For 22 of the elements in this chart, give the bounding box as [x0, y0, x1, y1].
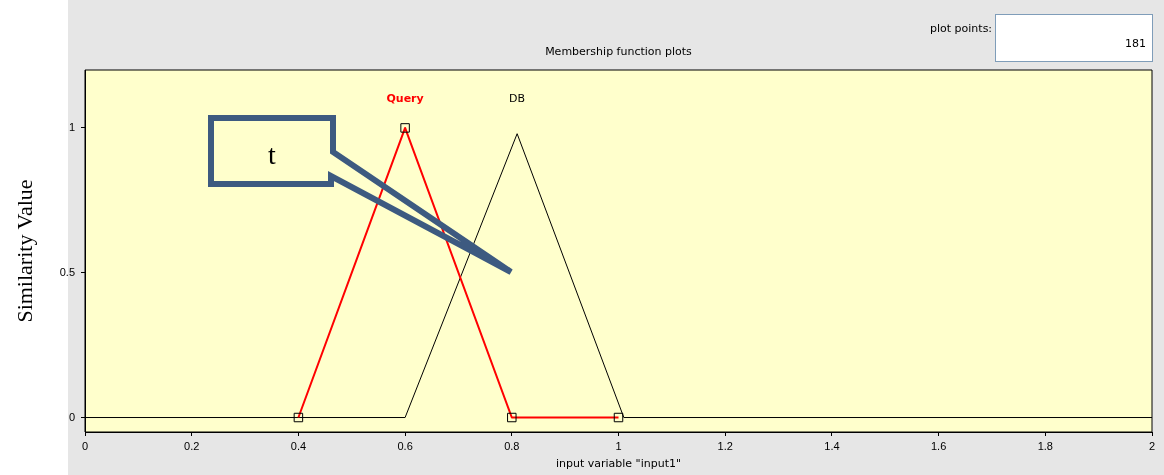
x-tick-label: 0.4 [290, 439, 307, 452]
x-tick-label: 2 [1148, 439, 1156, 452]
chart-title: Membership function plots [545, 45, 692, 58]
text: Query [386, 92, 424, 105]
x-tick-label: 1.6 [930, 439, 947, 452]
y-tick-label: 1 [68, 120, 75, 133]
x-tick-label: 0.6 [397, 439, 413, 452]
x-tick-label: 1.2 [717, 439, 733, 452]
x-tick-label: 1.4 [824, 439, 840, 452]
y-axis-title: Similarity Value [12, 179, 38, 323]
y-tick-label: 0.5 [59, 265, 75, 278]
text: DB [509, 92, 526, 105]
x-tick-label: 1.8 [1037, 439, 1053, 452]
x-tick-label: 0.8 [504, 439, 520, 452]
x-tick-label: 0 [81, 439, 89, 452]
text: plot points: [930, 22, 993, 35]
x-tick-label: 1 [615, 439, 622, 452]
annotation: t [268, 139, 277, 170]
x-axis-title: input variable "input1" [554, 457, 683, 470]
x-tick-label: 0.2 [184, 439, 200, 452]
y-tick-label: 0 [68, 410, 75, 423]
text-field: 181 [995, 14, 1153, 62]
